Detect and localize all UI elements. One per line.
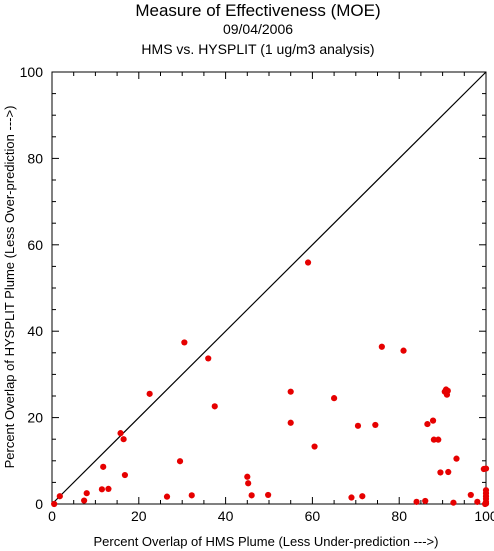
data-point: [117, 430, 124, 437]
data-point: [474, 498, 481, 505]
x-tick-label: 100: [474, 508, 494, 524]
y-tick-label: 80: [27, 150, 43, 166]
data-point: [422, 497, 429, 505]
data-point: [265, 491, 272, 499]
data-point: [51, 500, 58, 508]
x-tick-label: 0: [48, 508, 56, 524]
data-point: [105, 485, 112, 492]
data-point: [83, 490, 90, 497]
data-point: [188, 492, 195, 499]
data-point: [429, 417, 437, 424]
data-point: [146, 390, 153, 397]
x-tick-label: 40: [218, 508, 234, 524]
y-tick-label: 60: [27, 237, 43, 253]
x-axis-label: Percent Overlap of HMS Plume (Less Under…: [94, 534, 439, 549]
data-point: [359, 493, 366, 500]
data-point: [245, 480, 252, 487]
y-tick-label: 0: [35, 496, 43, 512]
data-point: [311, 443, 318, 450]
data-point: [467, 491, 474, 499]
data-point: [430, 436, 438, 443]
data-point: [163, 493, 171, 500]
data-point: [354, 422, 362, 429]
chart-subtitle-date: 09/04/2006: [223, 21, 293, 37]
data-point: [176, 458, 184, 465]
data-point: [287, 419, 294, 426]
data-point: [121, 471, 129, 479]
y-tick-label: 20: [27, 410, 43, 426]
data-point: [120, 436, 127, 443]
data-point: [304, 259, 312, 266]
x-tick-label: 60: [305, 508, 321, 524]
data-point: [482, 465, 490, 472]
x-tick-label: 20: [131, 508, 147, 524]
data-point: [482, 500, 489, 508]
data-point: [453, 455, 460, 462]
data-point: [435, 436, 442, 443]
data-point: [244, 473, 251, 480]
data-point: [100, 463, 107, 470]
chart-title: Measure of Effectiveness (MOE): [135, 1, 380, 20]
data-point: [81, 497, 88, 504]
diagonal-reference-line: [51, 71, 487, 505]
data-point: [437, 469, 444, 476]
data-point: [181, 339, 188, 346]
data-point: [450, 499, 457, 506]
y-axis-label: Percent Overlap of HYSPLIT Plume (Less O…: [2, 106, 17, 469]
data-point: [400, 347, 407, 354]
y-tick-label: 40: [27, 323, 43, 339]
data-point: [348, 494, 355, 501]
x-tick-label: 80: [391, 508, 407, 524]
data-point: [445, 468, 452, 476]
data-point: [205, 355, 212, 362]
y-tick-label: 100: [20, 64, 44, 80]
data-point: [372, 421, 379, 429]
data-point: [424, 420, 431, 428]
data-point: [331, 395, 338, 402]
data-point: [56, 493, 63, 500]
data-point: [413, 498, 420, 505]
chart-subtitle-analysis: HMS vs. HYSPLIT (1 ug/m3 analysis): [141, 41, 374, 57]
data-point: [444, 387, 451, 394]
data-point: [287, 388, 294, 395]
data-point: [98, 486, 106, 493]
data-point: [378, 343, 385, 350]
data-point: [248, 492, 255, 499]
plot-area: 0 20 40 60 80 100 0 20 40 60 80 100: [20, 64, 494, 524]
data-point: [211, 403, 218, 410]
